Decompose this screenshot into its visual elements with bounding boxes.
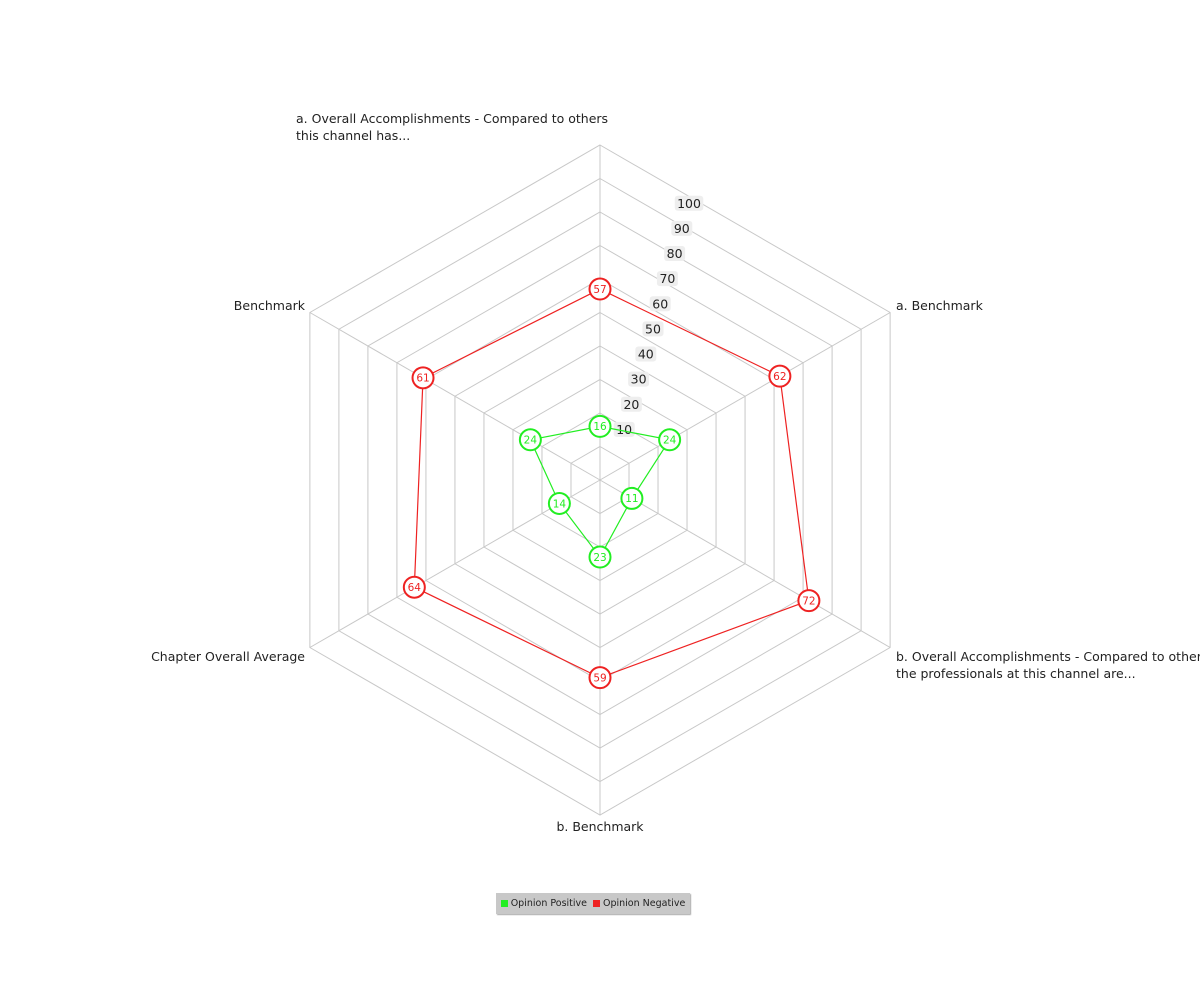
tick-label-text: 40 [638,347,654,362]
tick-label: 10 [613,421,635,437]
legend-swatch [500,900,508,907]
tick-label-bg [642,321,664,337]
data-label: 24 [524,435,538,447]
tick-label: 80 [664,246,686,262]
data-point [402,575,426,599]
data-point [658,428,682,452]
axis-label: b. Benchmark [556,819,644,834]
tick-label-bg [628,371,650,387]
axis-label: b. Overall Accomplishments - Compared to… [896,649,1200,664]
legend-item: Opinion Positive [500,898,587,909]
tick-label-bg [613,421,635,437]
axis-label: this channel has... [296,128,410,143]
tick-label: 50 [642,321,664,337]
data-point [588,666,612,690]
data-point [797,589,821,613]
legend-swatch [593,900,600,907]
tick-label-text: 20 [623,397,639,412]
tick-label-bg [671,220,693,236]
tick-label-bg [674,195,704,211]
data-point [547,491,571,515]
tick-label-text: 10 [616,422,632,437]
data-label: 11 [625,493,638,505]
data-label: 64 [408,582,422,594]
data-point [588,545,612,569]
axis-label: Chapter Overall Average [151,649,305,664]
data-label: 24 [663,435,677,447]
data-label: 59 [593,672,606,684]
data-label: 23 [593,552,606,564]
tick-label-bg [656,271,678,287]
data-point [518,428,542,452]
data-point [620,486,644,510]
tick-label-bg [635,346,657,362]
tick-label: 30 [628,371,650,387]
axis-label: a. Overall Accomplishments - Compared to… [296,111,608,126]
tick-label-bg [664,246,686,262]
tick-label-text: 80 [667,246,683,261]
axis-label: Benchmark [234,298,306,313]
data-label: 62 [773,371,786,383]
data-point [411,366,435,390]
axis-spoke [599,479,891,648]
tick-label: 90 [671,220,693,236]
legend-item: Opinion Negative [593,898,685,909]
legend: Opinion Positive Opinion Negative [496,893,690,914]
axis-label: a. Benchmark [896,298,984,313]
tick-label-bg [620,396,642,412]
tick-label: 70 [656,271,678,287]
legend-label: Opinion Negative [603,898,686,909]
tick-label: 100 [674,195,704,211]
data-point [768,364,792,388]
axis-label: the professionals at this channel are... [896,666,1136,681]
tick-label: 60 [649,296,671,312]
data-label: 61 [416,373,429,385]
tick-label: 40 [635,346,657,362]
series-line [413,288,810,679]
data-point [588,414,612,438]
tick-label-text: 50 [645,321,661,336]
tick-label-text: 30 [631,372,647,387]
tick-label-text: 60 [652,296,668,311]
data-label: 14 [553,498,567,510]
tick-label-text: 100 [677,196,701,211]
legend-label: Opinion Positive [510,898,587,909]
tick-label: 20 [620,396,642,412]
data-label: 72 [802,595,815,607]
tick-label-bg [649,296,671,312]
tick-label-text: 90 [674,221,690,236]
axis-spoke [309,312,601,481]
tick-label-text: 70 [659,271,675,286]
data-label: 57 [593,284,606,296]
data-label: 16 [593,421,607,433]
data-point [588,277,612,301]
axis-spoke [599,312,891,481]
